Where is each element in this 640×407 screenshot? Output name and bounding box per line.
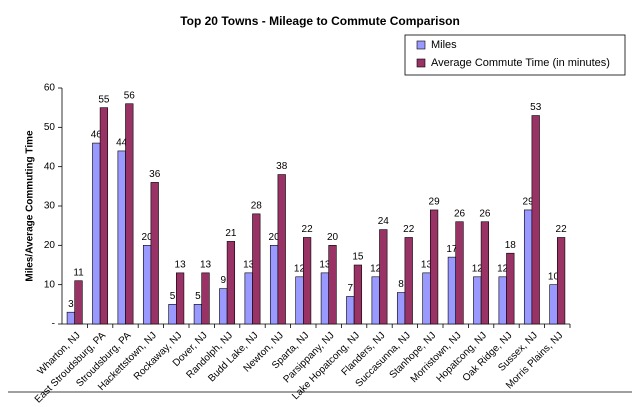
value-label: 46	[91, 130, 103, 141]
value-label: 13	[421, 260, 433, 271]
bar	[523, 209, 533, 325]
y-tick-label: 40	[44, 161, 56, 172]
legend-swatch	[416, 58, 426, 68]
value-label: 22	[302, 224, 314, 235]
legend-label: Miles	[431, 39, 457, 51]
value-label: 7	[348, 283, 354, 294]
bar	[92, 142, 101, 325]
y-axis-label: Miles/Average Commuting Time	[25, 130, 36, 282]
value-label: 55	[98, 94, 110, 105]
value-label: 12	[497, 263, 509, 274]
bar	[328, 245, 337, 325]
value-label: 11	[73, 267, 84, 278]
value-label: 20	[269, 232, 281, 243]
value-label: 10	[548, 271, 560, 282]
bar	[531, 115, 540, 325]
value-label: 56	[124, 90, 136, 101]
bar	[252, 213, 261, 325]
y-tick-label: 20	[44, 240, 56, 251]
bar	[142, 245, 152, 325]
value-label: 3	[68, 299, 74, 310]
bar	[371, 276, 380, 325]
bar	[74, 280, 83, 325]
y-tick-label: 50	[44, 122, 56, 133]
bar	[353, 264, 363, 325]
value-label: 15	[352, 252, 364, 263]
bar	[193, 304, 203, 325]
bar	[226, 241, 236, 325]
bar	[150, 182, 159, 325]
value-label: 20	[142, 232, 154, 243]
bar	[498, 276, 507, 325]
bar	[168, 304, 177, 325]
bar	[269, 245, 279, 325]
y-tick-label: 30	[44, 201, 56, 212]
value-label: 29	[429, 197, 441, 208]
value-label: 20	[327, 232, 339, 243]
bar	[556, 237, 566, 325]
legend-swatch	[416, 40, 426, 50]
bar	[404, 237, 413, 325]
value-label: 5	[195, 291, 201, 302]
value-label: 12	[294, 263, 306, 274]
value-label: 38	[276, 161, 288, 172]
value-label: 13	[243, 260, 255, 271]
bar	[125, 103, 134, 325]
bar	[320, 272, 329, 325]
value-label: 29	[523, 197, 535, 208]
bar	[346, 296, 355, 325]
bar	[295, 276, 304, 325]
value-label: 22	[556, 224, 568, 235]
value-label: 24	[378, 216, 390, 227]
value-label: 13	[175, 260, 187, 271]
bar	[473, 276, 482, 325]
value-label: 53	[530, 102, 542, 113]
chart-title: Top 20 Towns - Mileage to Commute Compar…	[180, 14, 460, 28]
value-label: 44	[116, 138, 128, 149]
bar	[447, 256, 456, 325]
bar	[379, 229, 388, 325]
value-label: 28	[251, 201, 263, 212]
value-label: 21	[225, 228, 237, 239]
bar	[277, 174, 286, 325]
bar	[549, 284, 558, 325]
value-label: 13	[319, 260, 331, 271]
bar	[117, 150, 126, 325]
bar	[66, 311, 76, 325]
value-label: 17	[446, 244, 458, 255]
value-label: 26	[454, 208, 466, 219]
bar	[396, 292, 406, 325]
value-label: 12	[472, 263, 484, 274]
value-label: 36	[149, 169, 161, 180]
value-label: 12	[370, 263, 382, 274]
value-label: 26	[479, 208, 491, 219]
bar	[219, 288, 228, 325]
bar	[422, 272, 431, 325]
bar	[99, 107, 109, 325]
legend-box	[404, 34, 626, 76]
bar	[455, 221, 464, 325]
value-label: 5	[170, 291, 176, 302]
bar	[302, 237, 312, 325]
value-label: 18	[505, 240, 517, 251]
y-tick-label: -	[52, 319, 55, 330]
value-label: 22	[403, 224, 415, 235]
value-label: 8	[398, 279, 404, 290]
bar	[201, 272, 210, 325]
bar	[480, 221, 490, 325]
bar	[176, 272, 185, 325]
bar	[429, 209, 439, 325]
bar	[244, 272, 253, 325]
y-tick-label: 10	[44, 279, 56, 290]
value-label: 13	[200, 260, 212, 271]
value-label: 9	[221, 275, 227, 286]
y-tick-label: 60	[44, 83, 56, 94]
legend-label: Average Commute Time (in minutes)	[431, 57, 610, 69]
bar	[506, 252, 515, 325]
